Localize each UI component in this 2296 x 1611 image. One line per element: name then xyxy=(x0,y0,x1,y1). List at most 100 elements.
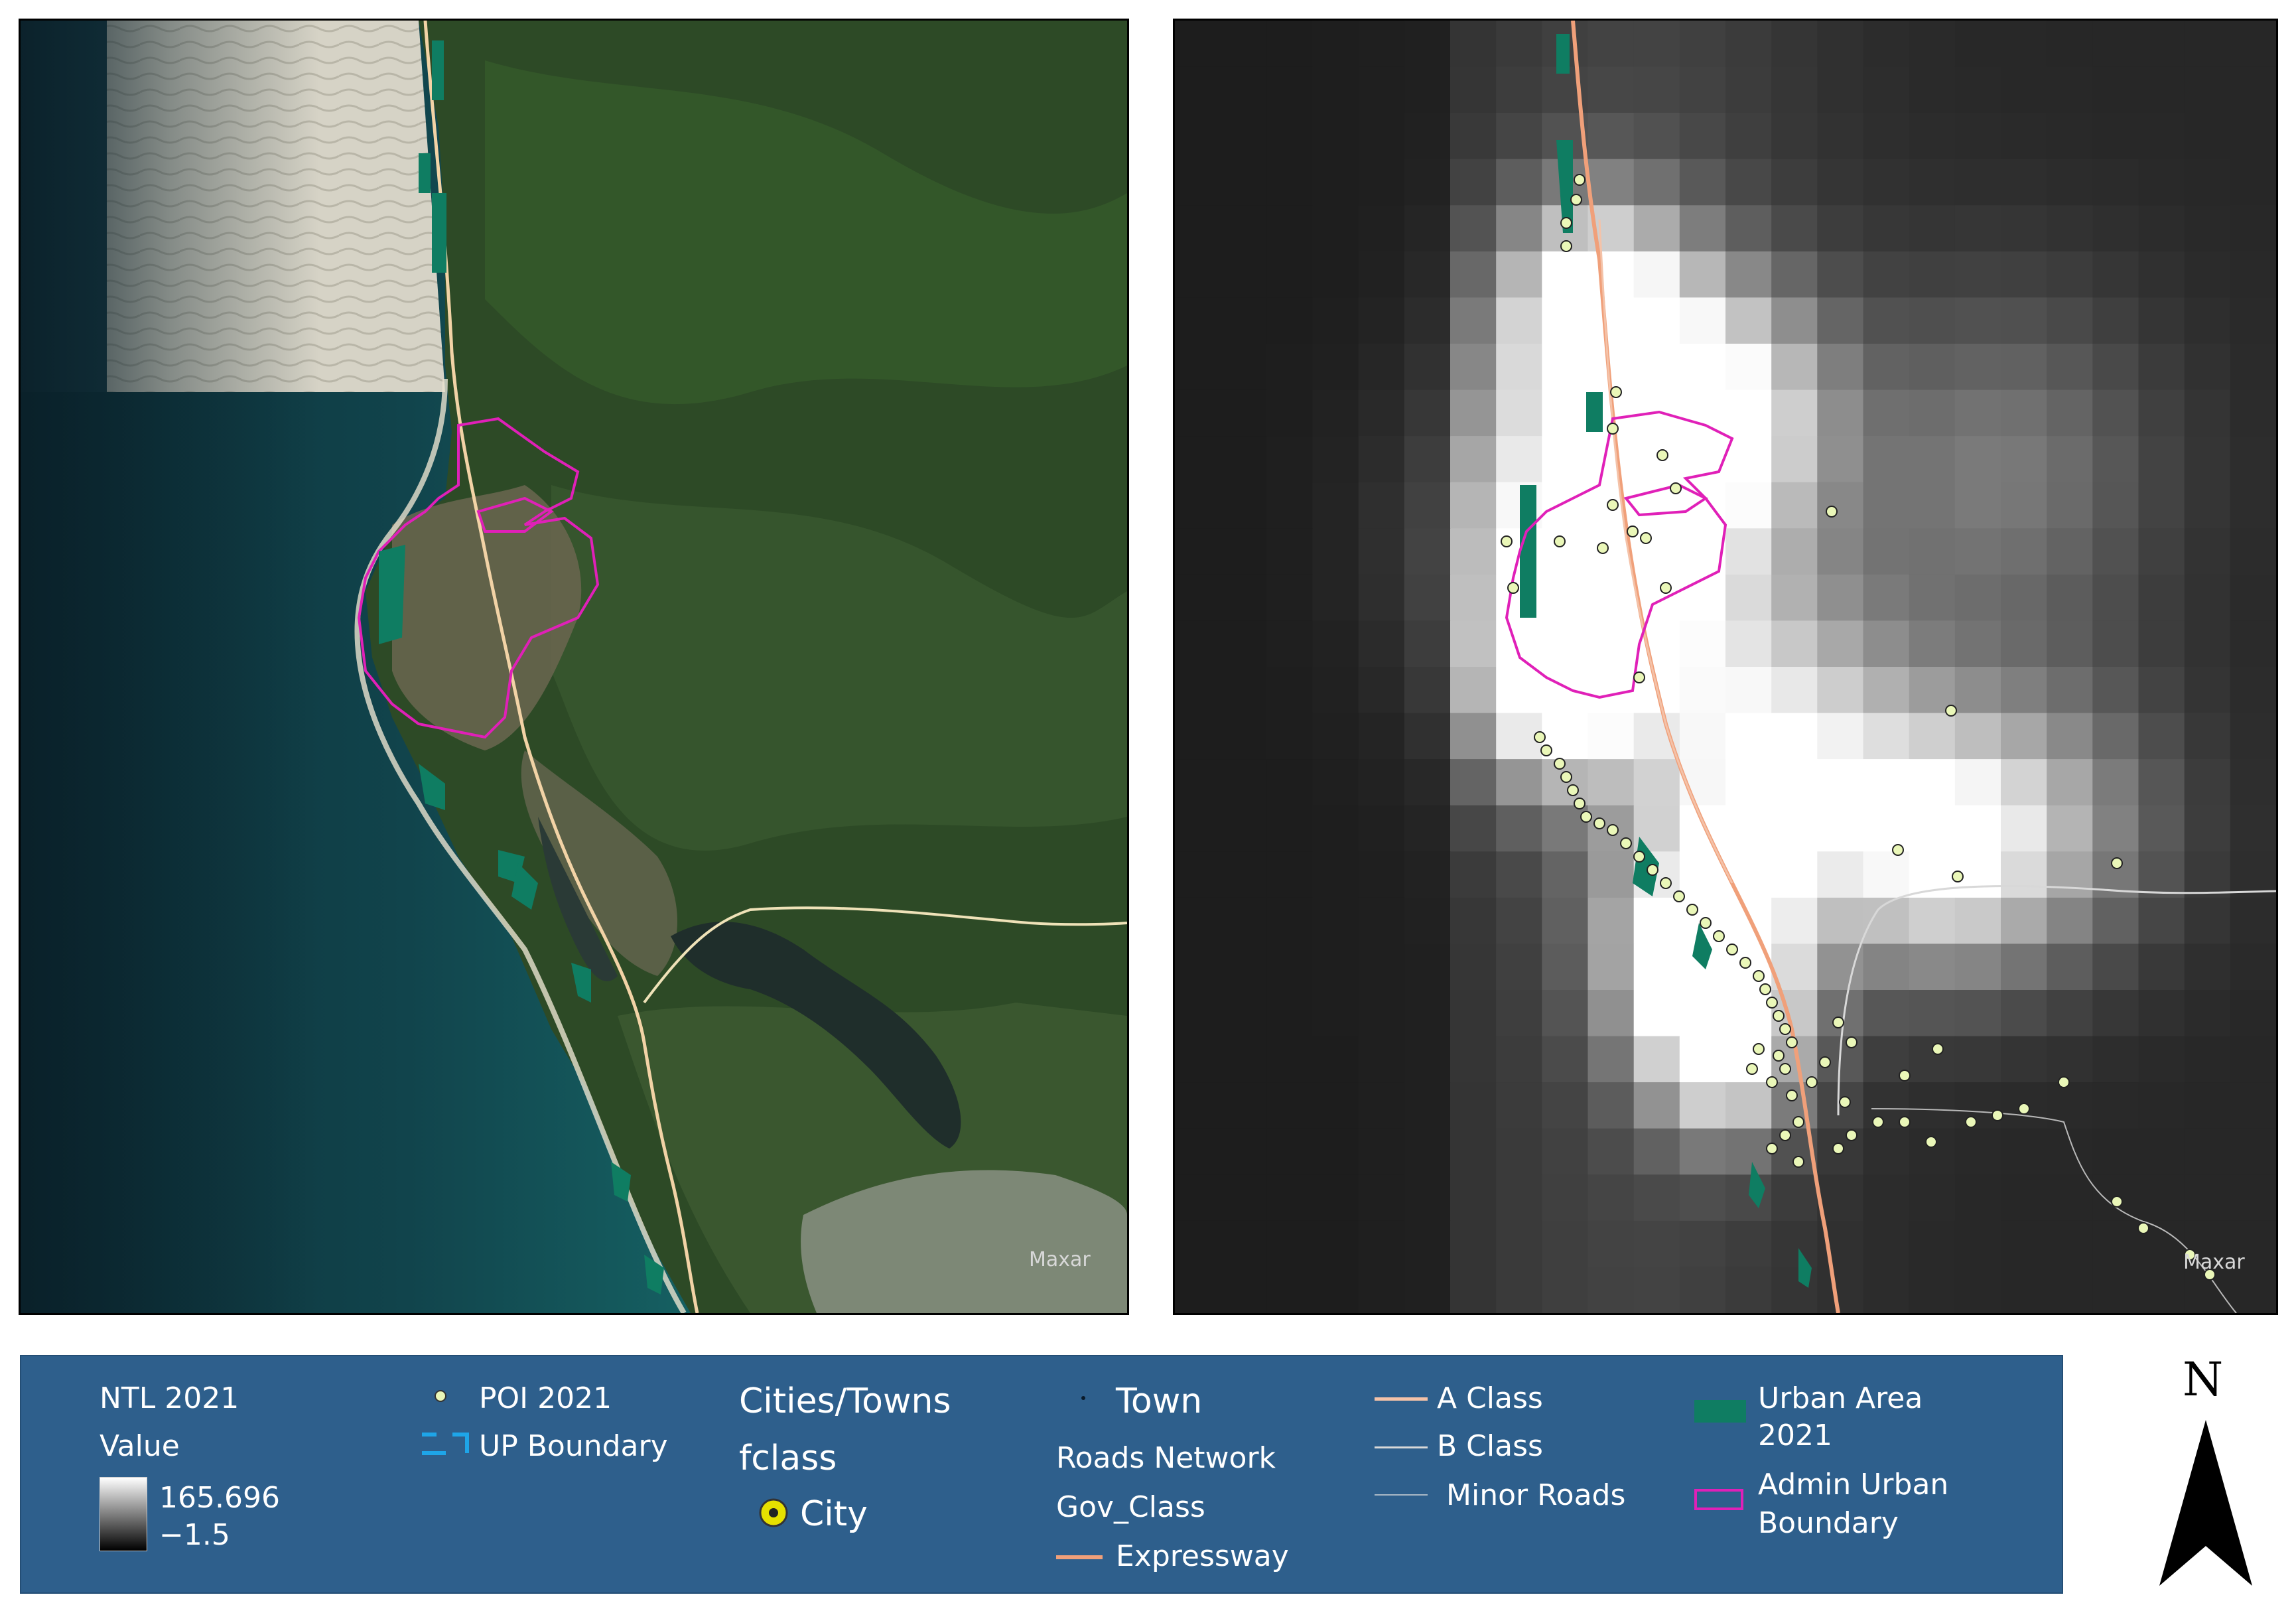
poi-point[interactable] xyxy=(1779,1063,1791,1075)
poi-point[interactable] xyxy=(1899,1070,1911,1082)
ntl-raster-cell xyxy=(2001,759,2047,806)
ntl-raster-cell xyxy=(1909,159,1956,206)
ntl-raster-cell xyxy=(1221,159,1267,206)
ntl-raster-cell xyxy=(1221,436,1267,483)
ntl-raster-cell xyxy=(1450,1128,1497,1175)
poi-point[interactable] xyxy=(1656,449,1668,461)
poi-point[interactable] xyxy=(1759,983,1771,995)
poi-point[interactable] xyxy=(1633,671,1645,683)
poi-point[interactable] xyxy=(1872,1116,1884,1128)
ntl-raster-cell xyxy=(1909,66,1956,113)
ntl-raster-cell xyxy=(1496,805,1542,852)
poi-point[interactable] xyxy=(1560,217,1572,229)
poi-point[interactable] xyxy=(1746,1063,1758,1075)
poi-point[interactable] xyxy=(1507,582,1519,594)
ntl-raster-cell xyxy=(1266,574,1314,622)
ntl-map-panel[interactable]: Maxar xyxy=(1173,19,2278,1315)
poi-point[interactable] xyxy=(1832,1016,1844,1028)
poi-point[interactable] xyxy=(1554,535,1566,547)
poi-point[interactable] xyxy=(1819,1056,1831,1068)
ntl-raster-cell xyxy=(1679,113,1726,160)
poi-point[interactable] xyxy=(1786,1089,1798,1101)
poi-point[interactable] xyxy=(1899,1116,1911,1128)
poi-point[interactable] xyxy=(1673,890,1685,902)
poi-point[interactable] xyxy=(1607,824,1619,836)
poi-point[interactable] xyxy=(1700,917,1712,929)
poi-point[interactable] xyxy=(1567,784,1579,796)
poi-point[interactable] xyxy=(1607,499,1619,511)
poi-point[interactable] xyxy=(1773,1050,1785,1062)
poi-point[interactable] xyxy=(1965,1116,1977,1128)
ntl-raster-cell xyxy=(1175,1267,1221,1313)
poi-point[interactable] xyxy=(1670,482,1682,494)
poi-point[interactable] xyxy=(1846,1036,1857,1048)
poi-point[interactable] xyxy=(1580,811,1592,823)
poi-point[interactable] xyxy=(1560,240,1572,252)
poi-point[interactable] xyxy=(1952,871,1964,882)
poi-point[interactable] xyxy=(1786,1036,1798,1048)
poi-point[interactable] xyxy=(1501,535,1513,547)
poi-point[interactable] xyxy=(1726,944,1738,955)
poi-point[interactable] xyxy=(1660,877,1672,889)
poi-point[interactable] xyxy=(1846,1129,1857,1141)
poi-point[interactable] xyxy=(1647,864,1658,876)
poi-point[interactable] xyxy=(1753,1043,1765,1055)
poi-point[interactable] xyxy=(1792,1116,1804,1128)
poi-point[interactable] xyxy=(2204,1269,2216,1281)
poi-point[interactable] xyxy=(1574,174,1586,186)
poi-point[interactable] xyxy=(2184,1249,2196,1261)
ntl-raster-cell xyxy=(1863,66,1910,113)
poi-point[interactable] xyxy=(1753,970,1765,982)
poi-point[interactable] xyxy=(1597,542,1609,554)
poi-point[interactable] xyxy=(1766,1143,1778,1155)
ntl-raster-cell xyxy=(1725,66,1772,113)
ntl-raster-cell xyxy=(1450,389,1497,437)
poi-point[interactable] xyxy=(1560,771,1572,783)
poi-point[interactable] xyxy=(1554,758,1566,770)
cities-field: fclass xyxy=(739,1438,837,1478)
poi-point[interactable] xyxy=(2111,857,2123,869)
poi-point[interactable] xyxy=(1610,386,1622,398)
poi-point[interactable] xyxy=(1932,1043,1944,1055)
poi-point[interactable] xyxy=(1792,1156,1804,1168)
ntl-raster-cell xyxy=(1496,944,1542,991)
poi-point[interactable] xyxy=(1766,997,1778,1009)
poi-point[interactable] xyxy=(1660,582,1672,594)
poi-point[interactable] xyxy=(1773,1010,1785,1022)
poi-point[interactable] xyxy=(2111,1196,2123,1208)
poi-point[interactable] xyxy=(1806,1076,1818,1088)
poi-point[interactable] xyxy=(1686,904,1698,916)
ntl-raster-cell xyxy=(1266,66,1314,113)
ntl-raster-cell xyxy=(1679,574,1726,622)
poi-point[interactable] xyxy=(2137,1222,2149,1234)
poi-point[interactable] xyxy=(1534,731,1546,743)
urban-area-label-line1: Urban Area xyxy=(1758,1381,1923,1415)
poi-point[interactable] xyxy=(2058,1076,2070,1088)
poi-point[interactable] xyxy=(1892,844,1904,856)
poi-point[interactable] xyxy=(1627,525,1639,537)
ntl-raster-cell xyxy=(2138,21,2185,68)
poi-point[interactable] xyxy=(1713,930,1725,942)
poi-point[interactable] xyxy=(2018,1103,2030,1115)
poi-point[interactable] xyxy=(1925,1136,1937,1148)
poi-point[interactable] xyxy=(1593,817,1605,829)
poi-point[interactable] xyxy=(1570,194,1582,206)
poi-point[interactable] xyxy=(1574,798,1586,809)
ntl-raster-cell xyxy=(1266,436,1314,483)
poi-point[interactable] xyxy=(1832,1143,1844,1155)
poi-point[interactable] xyxy=(1540,744,1552,756)
poi-point[interactable] xyxy=(1607,423,1619,435)
poi-point[interactable] xyxy=(1779,1129,1791,1141)
poi-point[interactable] xyxy=(1620,837,1632,849)
poi-point[interactable] xyxy=(1826,506,1838,518)
poi-point[interactable] xyxy=(1633,851,1645,863)
poi-point[interactable] xyxy=(1739,957,1751,969)
satellite-map-panel[interactable]: Maxar xyxy=(19,19,1129,1315)
poi-point[interactable] xyxy=(1766,1076,1778,1088)
poi-point[interactable] xyxy=(1779,1023,1791,1035)
poi-point[interactable] xyxy=(1992,1109,2003,1121)
ntl-raster-cell xyxy=(1358,1174,1405,1222)
poi-point[interactable] xyxy=(1839,1096,1851,1108)
poi-point[interactable] xyxy=(1640,532,1652,544)
poi-point[interactable] xyxy=(1945,705,1957,717)
